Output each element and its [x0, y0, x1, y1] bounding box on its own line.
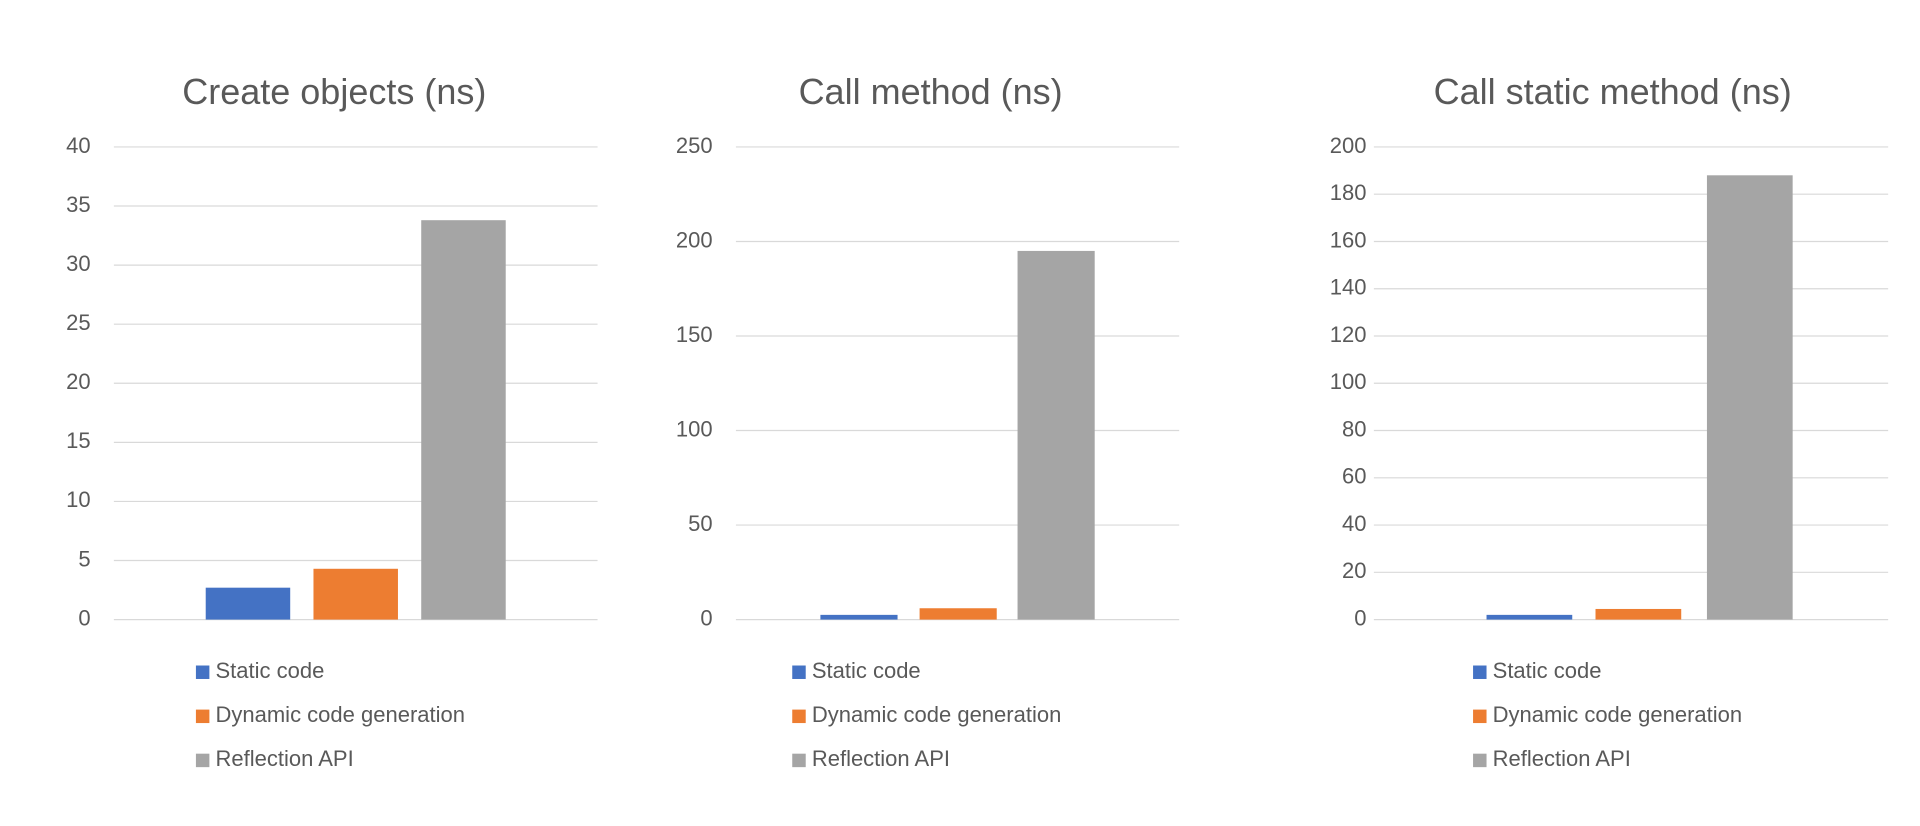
legend-swatch: [195, 753, 210, 768]
legend-swatch: [1473, 753, 1487, 768]
y-tick-label: 60: [1342, 464, 1366, 489]
legend-swatch: [1473, 709, 1487, 724]
legend-swatch: [195, 665, 210, 679]
y-tick-label: 200: [1330, 133, 1367, 158]
y-tick-label: 40: [66, 133, 90, 158]
y-tick-label: 25: [66, 310, 90, 335]
y-tick-label: 150: [676, 322, 713, 347]
y-tick-label: 80: [1342, 416, 1366, 441]
y-tick-label: 40: [1342, 511, 1366, 536]
bar-static-code: [820, 614, 898, 620]
y-tick-label: 20: [66, 369, 90, 394]
y-tick-label: 180: [1330, 180, 1367, 205]
legend-swatch: [1473, 665, 1487, 679]
chart-title: Create objects (ns): [182, 71, 486, 112]
bar-static-code: [205, 587, 291, 620]
y-tick-label: 200: [676, 227, 713, 252]
bar-dynamic-code-generation: [313, 568, 398, 620]
y-tick-label: 0: [700, 605, 712, 630]
y-tick-label: 20: [1342, 558, 1366, 583]
legend-label: Reflection API: [1493, 746, 1631, 771]
y-tick-label: 160: [1330, 227, 1367, 252]
y-tick-label: 100: [676, 416, 713, 441]
bar-reflection-api: [1017, 250, 1095, 620]
y-tick-label: 10: [66, 487, 90, 512]
y-tick-label: 0: [78, 605, 90, 630]
y-tick-label: 50: [688, 511, 712, 536]
bar-reflection-api: [421, 220, 506, 620]
chart-title: Call method (ns): [799, 71, 1063, 112]
chart-panel: Call static method (ns) 0 20 40 60 80 100 120 14…: [1330, 71, 1889, 771]
y-tick-label: 100: [1330, 369, 1367, 394]
legend-label: Static code: [1493, 658, 1602, 683]
legend-swatch: [792, 709, 806, 724]
legend-label: Reflection API: [812, 746, 950, 771]
legend-label: Dynamic code generation: [216, 702, 465, 727]
chart-title: Call static method (ns): [1434, 71, 1792, 112]
legend-swatch: [792, 753, 806, 768]
chart-legend: Static code Dynamic code generation Reflec…: [195, 658, 465, 771]
bar-static-code: [1486, 614, 1573, 620]
chart-panel: Create objects (ns) 0 5 10 15 20 25 30 35 40 Stati…: [66, 71, 598, 771]
y-tick-label: 0: [1354, 605, 1366, 630]
bar-dynamic-code-generation: [1595, 608, 1682, 620]
legend-swatch: [792, 665, 806, 679]
y-tick-label: 15: [66, 428, 90, 453]
chart-legend: Static code Dynamic code generation Reflec…: [792, 658, 1061, 771]
y-tick-label: 120: [1330, 322, 1367, 347]
legend-label: Dynamic code generation: [812, 702, 1061, 727]
bar-reflection-api: [1706, 175, 1793, 620]
bar-dynamic-code-generation: [919, 608, 997, 620]
legend-label: Static code: [216, 658, 325, 683]
legend-swatch: [195, 709, 210, 724]
y-tick-label: 35: [66, 192, 90, 217]
legend-label: Static code: [812, 658, 921, 683]
chart-legend: Static code Dynamic code generation Reflec…: [1473, 658, 1742, 771]
legend-label: Reflection API: [216, 746, 354, 771]
y-tick-label: 30: [66, 251, 90, 276]
y-tick-label: 140: [1330, 275, 1367, 300]
chart-panel: Call method (ns) 0 50 100 150 200 250 Static co…: [676, 71, 1180, 771]
y-tick-label: 5: [78, 546, 90, 571]
legend-label: Dynamic code generation: [1493, 702, 1742, 727]
y-tick-label: 250: [676, 133, 713, 158]
